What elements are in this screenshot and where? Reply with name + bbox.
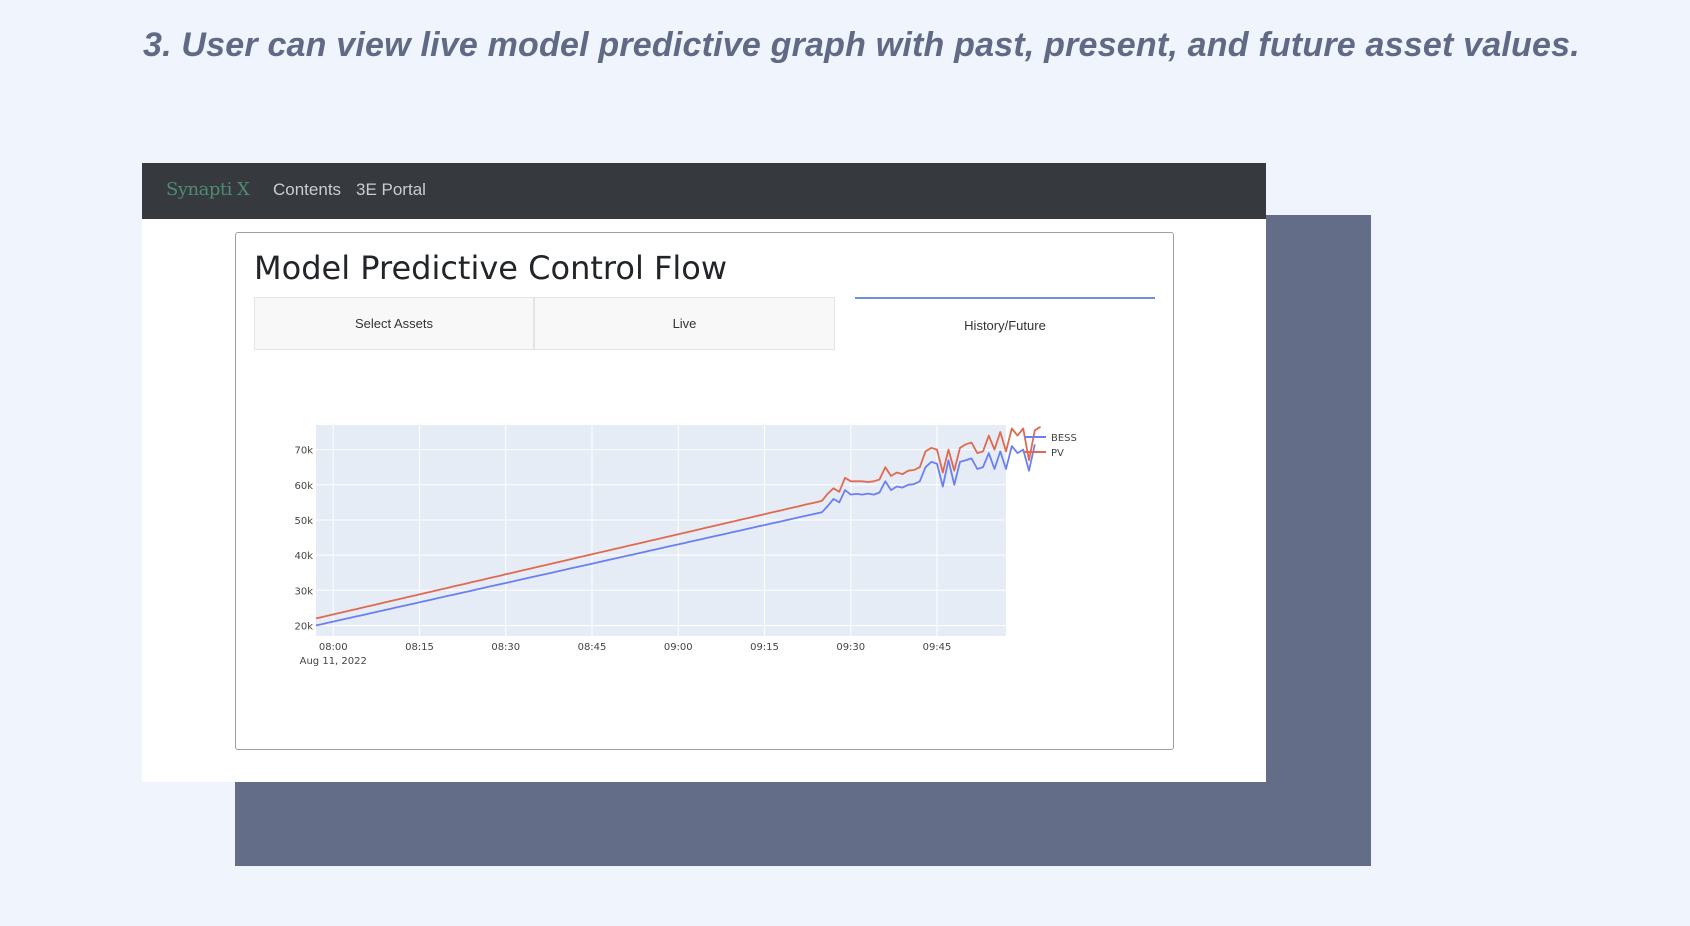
x-tick-label: 09:45 <box>923 642 952 653</box>
tab-history-future[interactable]: History/Future <box>855 297 1155 352</box>
series-line-bess[interactable] <box>315 444 1036 627</box>
y-tick-label: 60k <box>294 481 313 492</box>
app-window: Synapti X Contents 3E Portal Model Predi… <box>142 163 1266 782</box>
y-tick-label: 40k <box>294 551 313 562</box>
x-tick-label: 08:45 <box>578 642 607 653</box>
y-tick-label: 20k <box>294 621 313 632</box>
tab-bar: Select Assets Live History/Future <box>254 297 1155 352</box>
plot-area[interactable] <box>316 425 1006 636</box>
slide-caption: 3. User can view live model predictive g… <box>143 26 1580 64</box>
x-axis-date-label: Aug 11, 2022 <box>300 656 367 667</box>
mpc-card: Model Predictive Control Flow Select Ass… <box>235 232 1174 750</box>
y-axis-ticks: 20k 30k 40k 50k 60k 70k <box>294 446 313 633</box>
x-tick-label: 09:00 <box>664 642 693 653</box>
page-title: Model Predictive Control Flow <box>254 249 728 287</box>
x-axis-ticks: 08:00 08:15 08:30 08:45 09:00 09:15 09:30 09:45 <box>319 642 952 653</box>
x-tick-label: 08:15 <box>405 642 434 653</box>
x-tick-label: 08:30 <box>491 642 520 653</box>
legend[interactable]: BESS PV <box>1024 433 1077 459</box>
grid-lines <box>316 425 1006 636</box>
series-layer <box>315 426 1041 627</box>
x-tick-label: 09:15 <box>750 642 779 653</box>
x-tick-label: 09:30 <box>836 642 865 653</box>
legend-label-pv[interactable]: PV <box>1051 448 1064 459</box>
tab-select-assets[interactable]: Select Assets <box>254 297 534 350</box>
tab-live[interactable]: Live <box>534 297 835 350</box>
brand-logo[interactable]: Synapti X <box>166 179 250 200</box>
legend-label-bess[interactable]: BESS <box>1051 433 1077 444</box>
navbar: Synapti X Contents 3E Portal <box>142 163 1266 219</box>
x-tick-label: 08:00 <box>319 642 348 653</box>
series-line-pv[interactable] <box>315 426 1041 620</box>
y-tick-label: 30k <box>294 586 313 597</box>
y-tick-label: 70k <box>294 446 313 457</box>
y-tick-label: 50k <box>294 516 313 527</box>
nav-link-3e-portal[interactable]: 3E Portal <box>356 180 426 199</box>
nav-link-contents[interactable]: Contents <box>273 180 342 199</box>
